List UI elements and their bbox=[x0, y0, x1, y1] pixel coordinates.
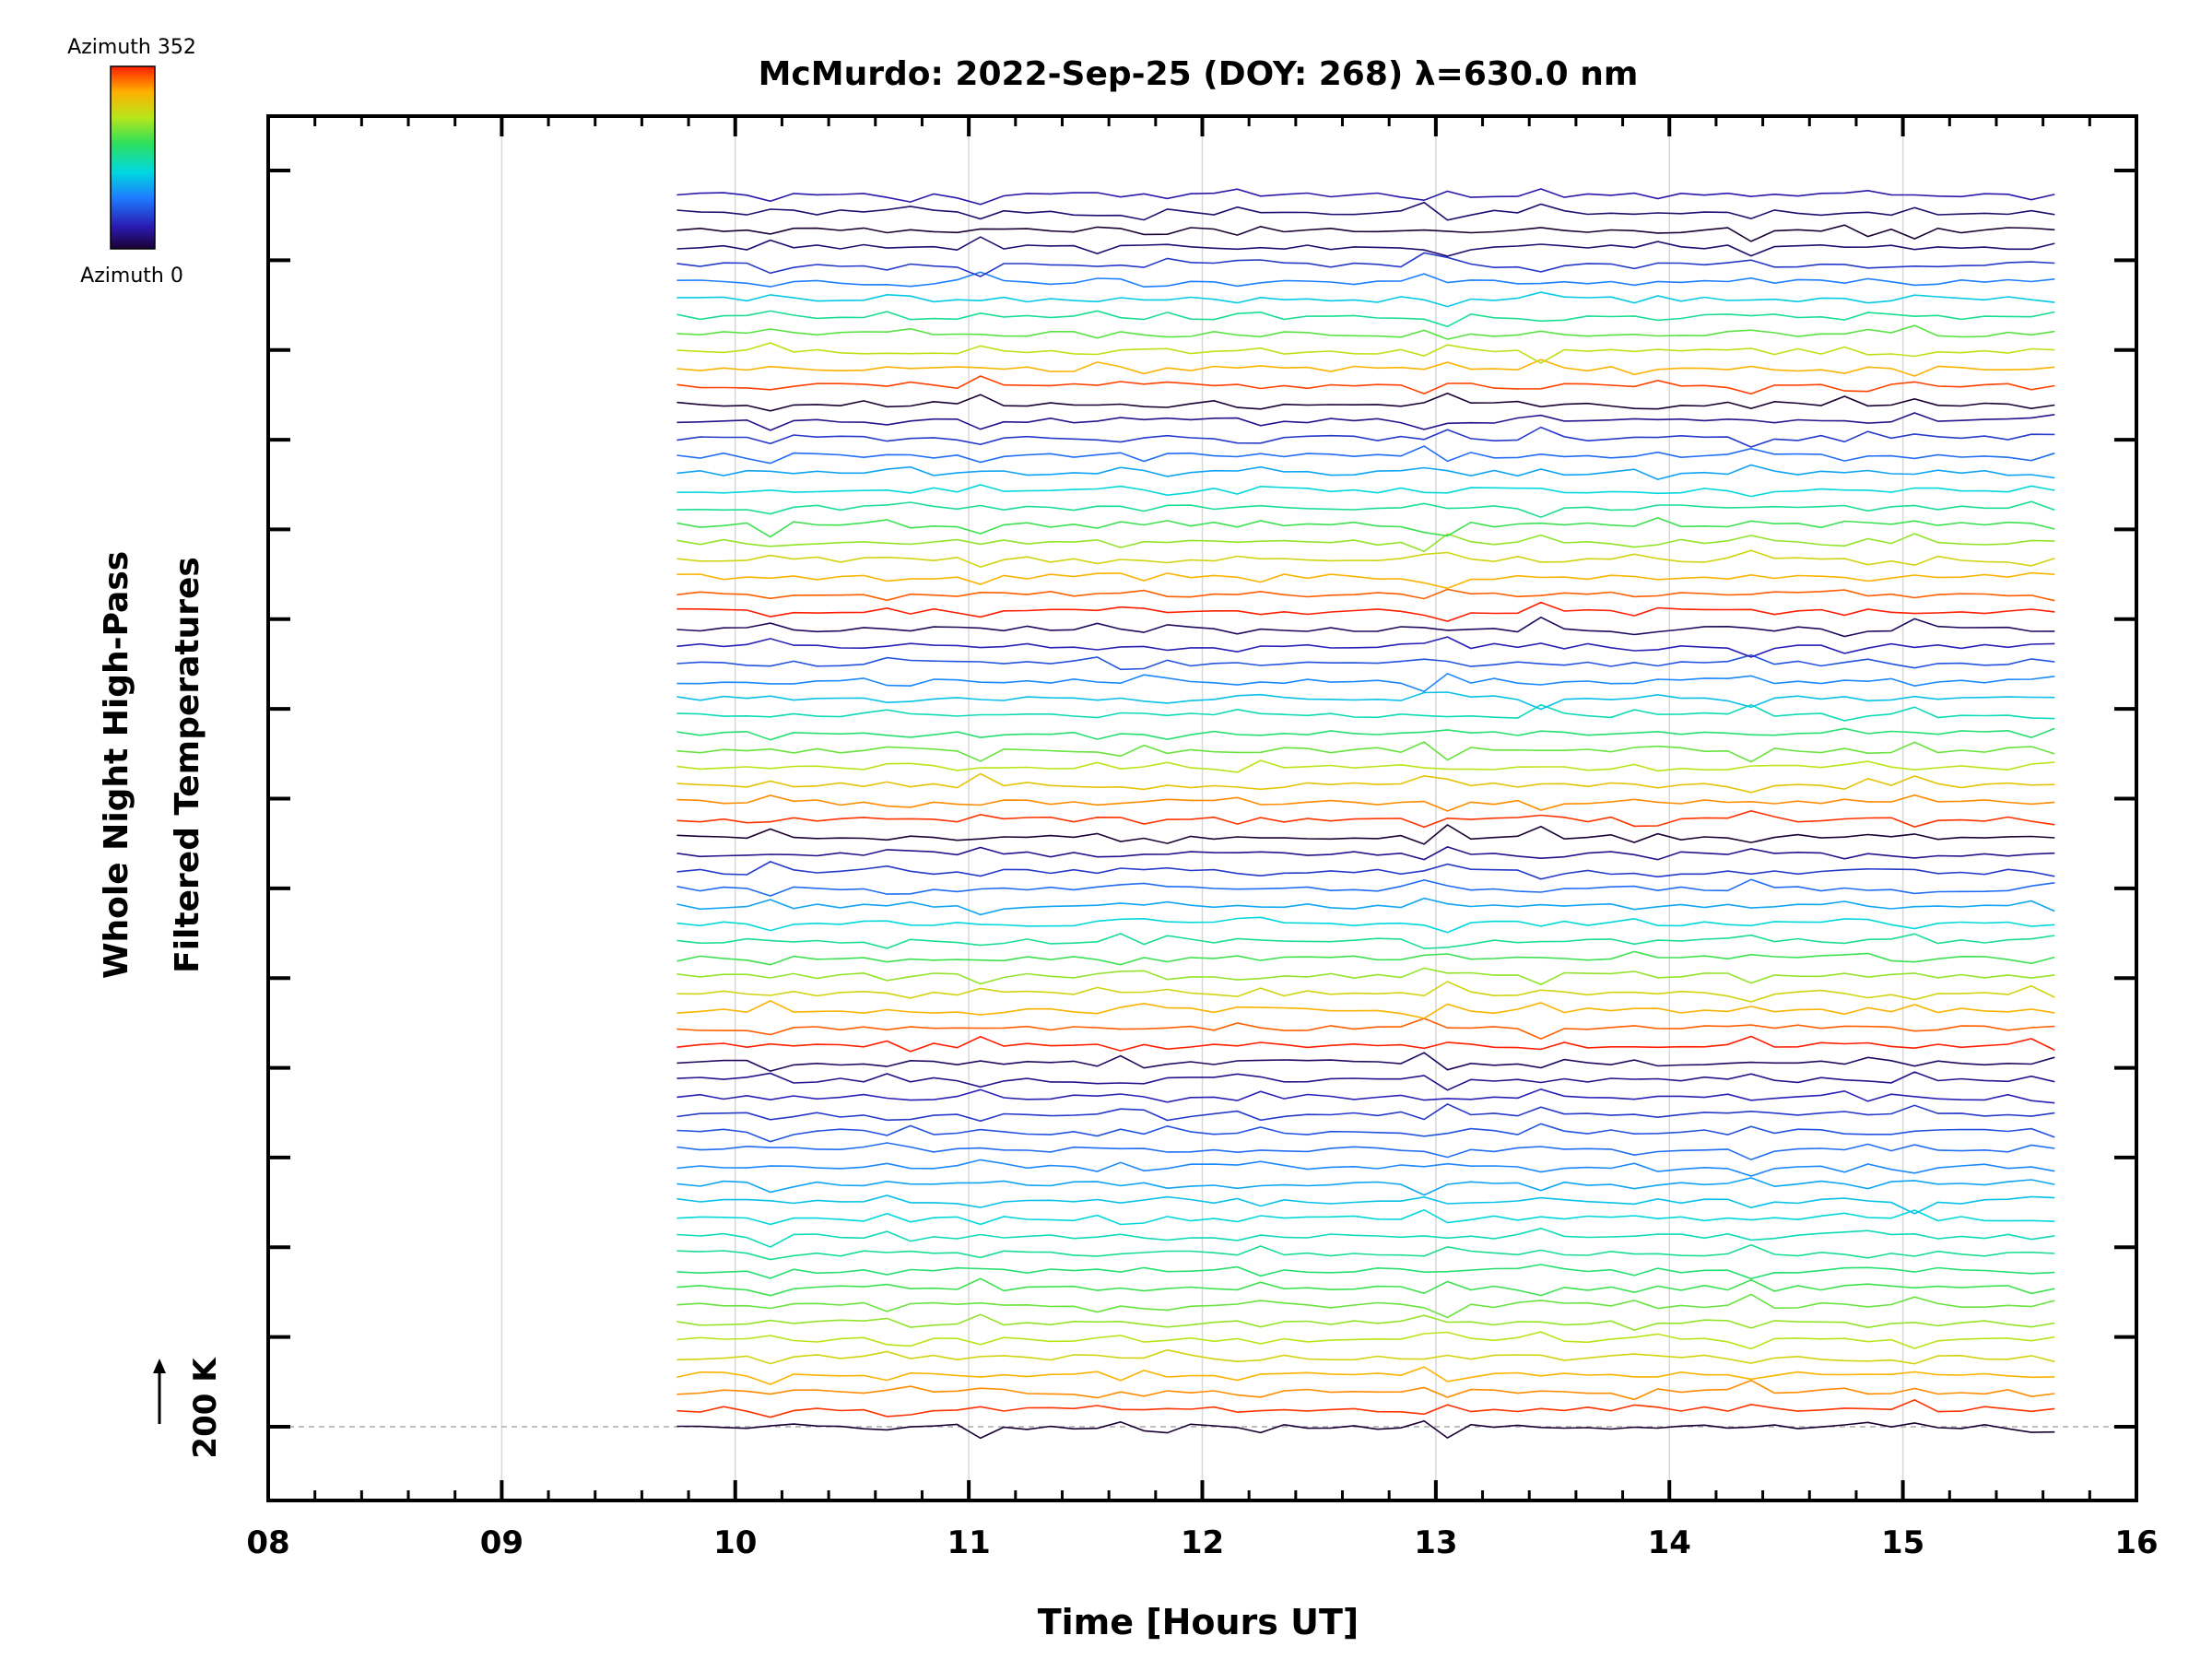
series-line bbox=[677, 1194, 2055, 1215]
y-ticks bbox=[268, 169, 2136, 1429]
x-tick-label: 12 bbox=[1181, 1524, 1224, 1561]
series-line bbox=[677, 741, 2055, 763]
series-line bbox=[677, 1018, 2055, 1040]
x-tick-label: 16 bbox=[2114, 1524, 2158, 1561]
scale-indicator: 200 K bbox=[153, 1357, 224, 1459]
series-line bbox=[677, 517, 2055, 538]
series-line bbox=[677, 772, 2055, 794]
x-tick-label: 14 bbox=[1648, 1524, 1691, 1561]
series-line bbox=[677, 1331, 2055, 1350]
series-line bbox=[677, 464, 2055, 480]
x-tick-label: 11 bbox=[947, 1524, 990, 1561]
series-line bbox=[677, 588, 2055, 602]
series-line bbox=[677, 759, 2055, 773]
series-line bbox=[677, 809, 2055, 829]
x-tick-label: 10 bbox=[713, 1524, 757, 1561]
series-line bbox=[677, 846, 2055, 861]
series-line bbox=[677, 1035, 2055, 1053]
series-line bbox=[677, 1159, 2055, 1177]
colorbar-bottom-label: Azimuth 0 bbox=[80, 265, 183, 288]
series-line bbox=[677, 571, 2055, 590]
series-line bbox=[677, 342, 2055, 364]
series-line bbox=[677, 794, 2055, 812]
series-line bbox=[677, 897, 2055, 916]
series-line bbox=[677, 252, 2055, 277]
series-line bbox=[677, 1102, 2055, 1123]
series-line bbox=[677, 484, 2055, 498]
series-line bbox=[677, 824, 2055, 845]
colorbar-gradient bbox=[110, 65, 156, 250]
x-tick-label: 13 bbox=[1414, 1524, 1457, 1561]
series-line bbox=[677, 1000, 2055, 1019]
x-tick-label: 08 bbox=[246, 1524, 289, 1561]
series-line bbox=[677, 1293, 2055, 1319]
series-line bbox=[677, 1366, 2055, 1385]
series-line bbox=[677, 1227, 2055, 1248]
series-line bbox=[677, 967, 2055, 985]
chart-title: McMurdo: 2022-Sep-25 (DOY: 268) λ=630.0 … bbox=[759, 55, 1639, 93]
colorbar: Azimuth 352 Azimuth 0 bbox=[67, 36, 196, 288]
series-line bbox=[677, 445, 2055, 465]
series-line bbox=[677, 1052, 2055, 1073]
series-line bbox=[677, 1208, 2055, 1226]
series-line bbox=[677, 1379, 2055, 1401]
series-line bbox=[677, 1264, 2055, 1280]
series-line bbox=[677, 1142, 2055, 1161]
series-line bbox=[677, 291, 2055, 308]
series-line bbox=[677, 950, 2055, 966]
series-line bbox=[677, 727, 2055, 741]
series-line bbox=[677, 188, 2055, 206]
series-line bbox=[677, 933, 2055, 949]
series-line bbox=[677, 1123, 2055, 1143]
series-line bbox=[677, 224, 2055, 242]
x-axis-label: Time [Hours UT] bbox=[1038, 1602, 1359, 1642]
series-line bbox=[677, 1177, 2055, 1196]
y-axis-label-line1: Whole Night High-Pass bbox=[98, 551, 135, 979]
series-line bbox=[677, 1419, 2055, 1440]
series-line bbox=[677, 653, 2055, 671]
series-line bbox=[677, 636, 2055, 658]
series-line bbox=[677, 1313, 2055, 1331]
series-line bbox=[677, 1243, 2055, 1261]
series-line bbox=[677, 703, 2055, 722]
series-line bbox=[677, 310, 2055, 328]
series-line bbox=[677, 271, 2055, 288]
x-ticks: 08 09 10 11 12 13 14 15 16 bbox=[246, 116, 2159, 1561]
series-line bbox=[677, 1071, 2055, 1091]
series-line bbox=[677, 236, 2055, 257]
series-line bbox=[677, 375, 2055, 395]
series-line bbox=[677, 549, 2055, 569]
series-line bbox=[677, 201, 2055, 221]
series-line bbox=[677, 1277, 2055, 1297]
series-line bbox=[677, 861, 2055, 880]
series-line bbox=[677, 981, 2055, 1003]
series-line bbox=[677, 500, 2055, 519]
series-group bbox=[677, 188, 2055, 1440]
scale-arrow-head bbox=[153, 1359, 166, 1373]
colorbar-top-label: Azimuth 352 bbox=[67, 36, 196, 59]
series-line bbox=[677, 878, 2055, 897]
series-line bbox=[677, 691, 2055, 711]
series-line bbox=[677, 916, 2055, 934]
series-line bbox=[677, 359, 2055, 377]
series-line bbox=[677, 324, 2055, 340]
x-tick-label: 15 bbox=[1881, 1524, 1924, 1561]
series-line bbox=[677, 672, 2055, 693]
scale-label: 200 K bbox=[187, 1357, 224, 1459]
y-axis-label-line2: Filtered Temperatures bbox=[169, 557, 206, 973]
series-line bbox=[677, 533, 2055, 553]
series-line bbox=[677, 1088, 2055, 1104]
series-line bbox=[677, 616, 2055, 638]
series-line bbox=[677, 601, 2055, 622]
series-line bbox=[677, 426, 2055, 448]
series-line bbox=[677, 1399, 2055, 1418]
x-tick-label: 09 bbox=[480, 1524, 524, 1561]
series-line bbox=[677, 392, 2055, 412]
series-line bbox=[677, 412, 2055, 431]
series-line bbox=[677, 1348, 2055, 1365]
grid bbox=[268, 116, 2136, 1500]
